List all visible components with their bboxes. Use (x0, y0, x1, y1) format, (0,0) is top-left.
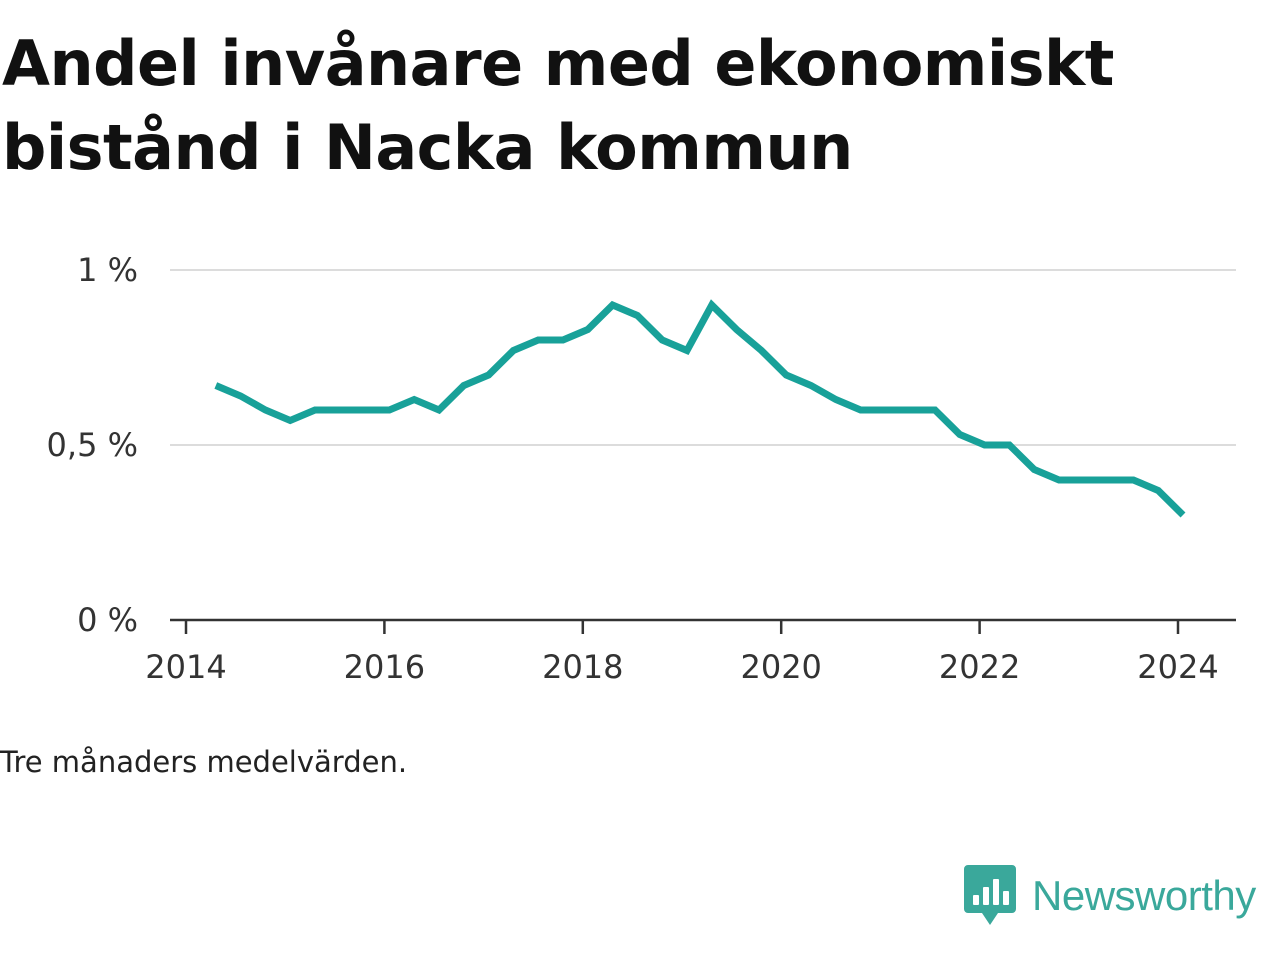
data-point (364, 410, 365, 411)
data-point (414, 399, 415, 400)
data-point (339, 410, 340, 411)
data-point (935, 410, 936, 411)
gridlines (170, 269, 1236, 446)
data-point (885, 410, 886, 411)
data-point (463, 385, 464, 386)
data-point (587, 329, 588, 330)
data-point (1158, 490, 1159, 491)
y-tick-label: 1 % (77, 251, 138, 289)
line-chart: 0 % 0,5 % 1 % 2014 2016 2018 2020 2022 2024 (47, 251, 1236, 686)
data-point (1108, 480, 1109, 481)
chart-caption: Tre månaders medelvärden. (0, 745, 408, 779)
data-point (687, 350, 688, 351)
x-tick-label: 2018 (542, 648, 623, 686)
data-point (860, 410, 861, 411)
data-point (612, 305, 613, 306)
data-point (786, 375, 787, 376)
x-tick-label: 2024 (1137, 648, 1218, 686)
data-point (761, 350, 762, 351)
data-point (290, 420, 291, 421)
x-tick-label: 2020 (740, 648, 821, 686)
bar-chart-speech-bubble-icon (964, 865, 1016, 925)
data-point (315, 410, 316, 411)
data-point (439, 410, 440, 411)
data-point (711, 305, 712, 306)
data-point (538, 340, 539, 341)
data-point (959, 434, 960, 435)
data-point (240, 396, 241, 397)
data-point (910, 410, 911, 411)
data-point (984, 445, 985, 446)
data-point (563, 340, 564, 341)
data-point (215, 385, 216, 386)
y-tick-label: 0 % (77, 601, 138, 639)
x-axis: 2014 2016 2018 2020 2022 2024 (145, 618, 1236, 686)
data-point (1183, 515, 1184, 516)
y-tick-label: 0,5 % (47, 426, 138, 464)
series-line (214, 299, 1186, 518)
data-point (736, 329, 737, 330)
data-point (835, 399, 836, 400)
data-point (637, 315, 638, 316)
data-point (513, 350, 514, 351)
data-point (1009, 445, 1010, 446)
data-point (1133, 480, 1134, 481)
data-point (1059, 480, 1060, 481)
series-layer (214, 299, 1186, 518)
brand-logo: Newsworthy (964, 864, 1256, 928)
data-point (389, 410, 390, 411)
data-point (662, 340, 663, 341)
chart-title: Andel invånare med ekonomiskt bistånd i … (2, 27, 1114, 184)
data-point (265, 410, 266, 411)
brand-name: Newsworthy (1032, 872, 1256, 919)
x-tick-label: 2016 (344, 648, 425, 686)
data-point (488, 375, 489, 376)
x-tick-label: 2014 (145, 648, 226, 686)
data-point (1083, 480, 1084, 481)
y-axis-labels: 0 % 0,5 % 1 % (47, 251, 138, 639)
data-point (1034, 469, 1035, 470)
x-tick-label: 2022 (939, 648, 1020, 686)
data-point (811, 385, 812, 386)
